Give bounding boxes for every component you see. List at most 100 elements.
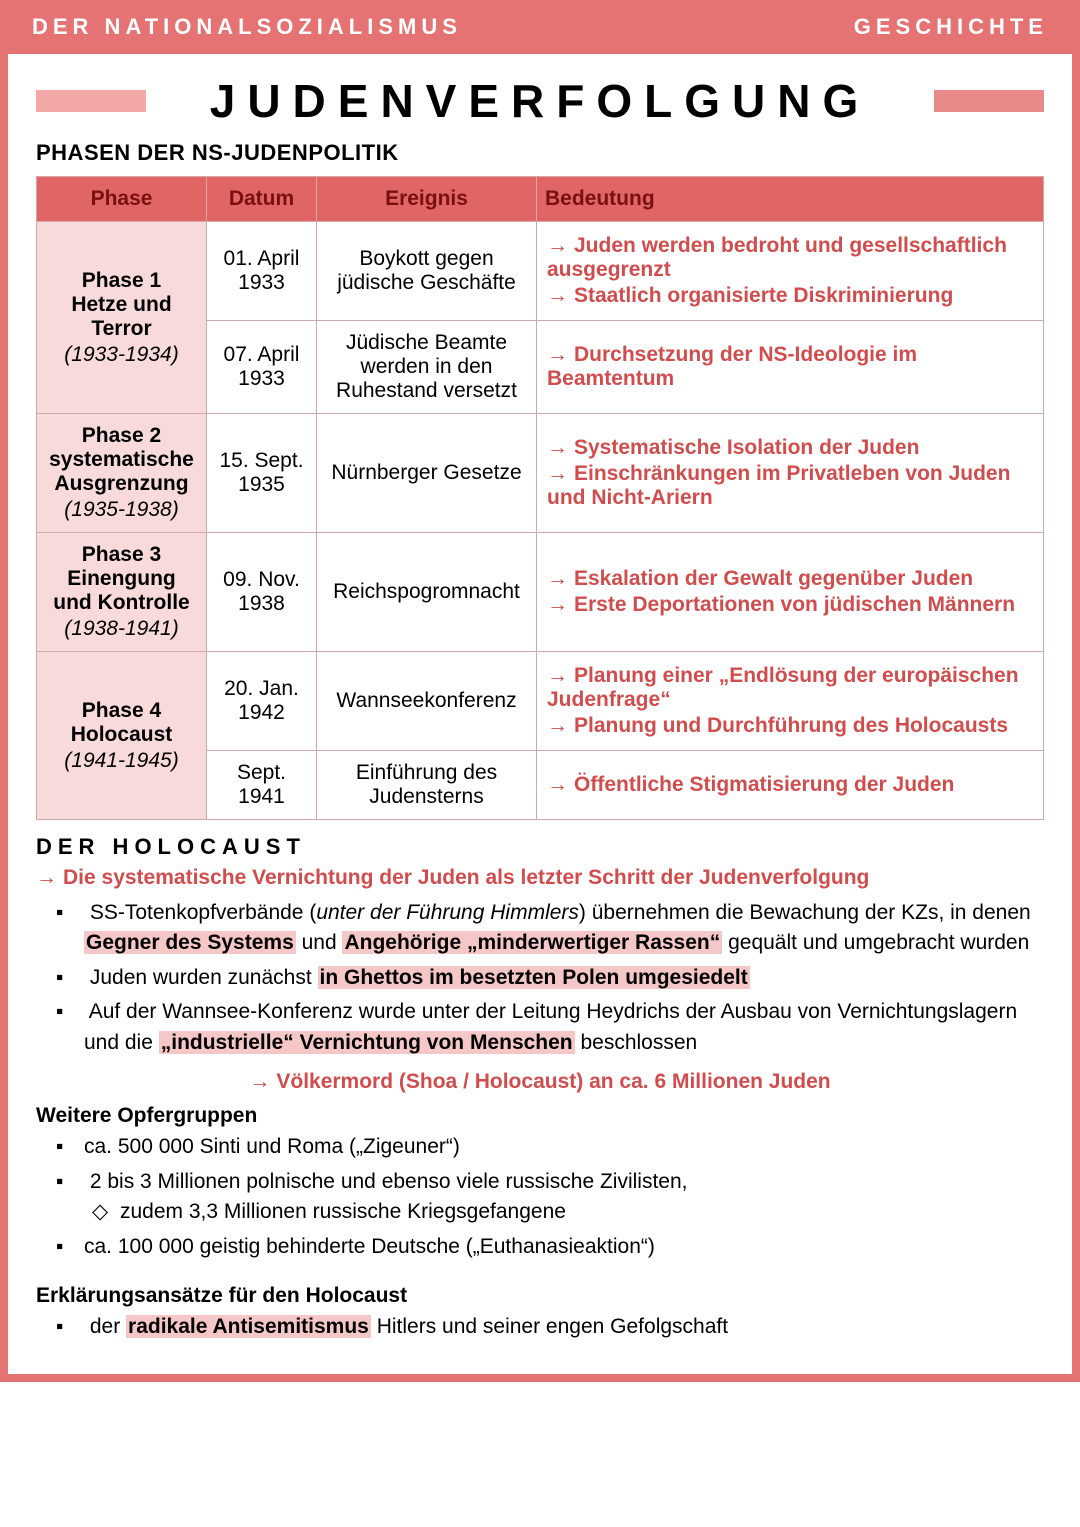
event-cell: Nürnberger Gesetze	[317, 414, 537, 533]
th-phase: Phase	[37, 177, 207, 222]
arrow-icon: →	[547, 714, 568, 737]
th-meaning: Bedeutung	[537, 177, 1044, 222]
victims-sublist: zudem 3,3 Millionen russische Kriegsgefa…	[84, 1197, 1044, 1227]
meaning-cell: →Systematische Isolation der Juden →Eins…	[537, 414, 1044, 533]
date-cell: 09. Nov. 1938	[207, 533, 317, 652]
date-cell: Sept. 1941	[207, 751, 317, 820]
explain-pre: der	[90, 1315, 126, 1338]
arrow-icon: →	[547, 593, 568, 616]
holocaust-lead-text: Die systematische Vernichtung der Juden …	[63, 866, 869, 889]
meaning-cell: → Eskalation der Gewalt gegenüber Juden →…	[537, 533, 1044, 652]
list-item: SS-Totenkopfverbände (unter der Führung …	[84, 898, 1044, 959]
title-bar-right	[934, 90, 1044, 112]
title-row: JUDENVERFOLGUNG	[36, 74, 1044, 128]
phases-table: Phase Datum Ereignis Bedeutung Phase 1 H…	[36, 176, 1044, 820]
meaning-cell: →Juden werden bedroht und gesellschaftli…	[537, 222, 1044, 321]
page-title: JUDENVERFOLGUNG	[160, 74, 920, 128]
arrow-icon: →	[547, 773, 568, 796]
top-bar: DER NATIONALSOZIALISMUS GESCHICHTE	[8, 0, 1072, 54]
bullet-highlight: Angehörige „minderwertiger Rassen“	[342, 931, 722, 954]
victim-text: 2 bis 3 Millionen polnische und ebenso v…	[90, 1170, 688, 1193]
arrow-icon: →	[249, 1070, 270, 1093]
list-item: zudem 3,3 Millionen russische Kriegsgefa…	[120, 1197, 1044, 1227]
phase-name: Phase 1	[47, 269, 196, 293]
arrow-icon: →	[547, 567, 568, 590]
list-item: 2 bis 3 Millionen polnische und ebenso v…	[84, 1167, 1044, 1228]
explain-post: Hitlers und seiner engen Gefolgschaft	[371, 1315, 728, 1338]
bullet-highlight: „industrielle“ Vernichtung von Menschen	[159, 1031, 575, 1054]
list-item: Auf der Wannsee-Konferenz wurde unter de…	[84, 997, 1044, 1058]
meaning-cell: → Öffentliche Stigmatisierung der Juden	[537, 751, 1044, 820]
holocaust-heading: DER HOLOCAUST	[36, 834, 1044, 860]
date-cell: 01. April 1933	[207, 222, 317, 321]
arrow-icon: →	[547, 343, 568, 366]
holocaust-center-text: Völkermord (Shoa / Holocaust) an ca. 6 M…	[276, 1070, 830, 1093]
list-item: Juden wurden zunächst in Ghettos im bese…	[84, 963, 1044, 993]
meaning-cell: →Planung einer „Endlösung der europäisch…	[537, 652, 1044, 751]
explain-heading: Erklärungsansätze für den Holocaust	[36, 1284, 1044, 1308]
meaning-text: Eskalation der Gewalt gegenüber Juden	[574, 567, 973, 590]
arrow-icon: →	[547, 234, 568, 257]
holocaust-bullets: SS-Totenkopfverbände (unter der Führung …	[36, 898, 1044, 1058]
phase-range: (1941-1945)	[47, 749, 196, 773]
meaning-text: Einschränkungen im Privatleben von Juden…	[547, 462, 1010, 509]
table-header-row: Phase Datum Ereignis Bedeutung	[37, 177, 1044, 222]
topbar-right: GESCHICHTE	[854, 14, 1048, 40]
topbar-left: DER NATIONALSOZIALISMUS	[32, 14, 462, 40]
event-cell: Einführung des Judensterns	[317, 751, 537, 820]
bullet-text: Juden wurden zunächst	[90, 966, 318, 989]
bullet-text: und	[296, 931, 343, 954]
arrow-icon: →	[547, 284, 568, 307]
phase-name: Phase 4	[47, 699, 196, 723]
date-cell: 20. Jan. 1942	[207, 652, 317, 751]
phase-cell: Phase 3 Einengung und Kontrolle (1938-19…	[37, 533, 207, 652]
phase-cell: Phase 1 Hetze und Terror (1933-1934)	[37, 222, 207, 414]
date-cell: 07. April 1933	[207, 321, 317, 414]
explain-highlight: radikale Antisemitismus	[126, 1315, 371, 1338]
title-bar-left	[36, 90, 146, 112]
meaning-text: Öffentliche Stigmatisierung der Juden	[574, 773, 954, 796]
event-cell: Reichspogromnacht	[317, 533, 537, 652]
meaning-text: Planung einer „Endlösung der europäische…	[547, 664, 1019, 711]
table-row: Phase 2 systematische Ausgrenzung (1935-…	[37, 414, 1044, 533]
th-event: Ereignis	[317, 177, 537, 222]
phase-name: Phase 3	[47, 543, 196, 567]
phase-desc: Holocaust	[47, 723, 196, 747]
victims-heading: Weitere Opfergruppen	[36, 1104, 1044, 1128]
page-frame: DER NATIONALSOZIALISMUS GESCHICHTE JUDEN…	[0, 0, 1080, 1382]
phase-range: (1935-1938)	[47, 498, 196, 522]
table-row: Phase 3 Einengung und Kontrolle (1938-19…	[37, 533, 1044, 652]
arrow-icon: →	[36, 866, 57, 889]
arrow-icon: →	[547, 664, 568, 687]
th-date: Datum	[207, 177, 317, 222]
bullet-text: ) übernehmen die Bewachung der KZs, in d…	[579, 901, 1031, 924]
bullet-text: beschlossen	[575, 1031, 698, 1054]
meaning-text: Planung und Durchführung des Holocausts	[574, 714, 1008, 737]
holocaust-center: → Völkermord (Shoa / Holocaust) an ca. 6 …	[36, 1070, 1044, 1094]
content: JUDENVERFOLGUNG PHASEN DER NS-JUDENPOLIT…	[8, 54, 1072, 1374]
phase-range: (1938-1941)	[47, 617, 196, 641]
phase-desc: Einengung und Kontrolle	[47, 567, 196, 615]
explain-list: der radikale Antisemitismus Hitlers und …	[36, 1312, 1044, 1342]
bullet-text: SS-Totenkopfverbände (	[90, 901, 316, 924]
meaning-text: Erste Deportationen von jüdischen Männer…	[574, 593, 1015, 616]
event-cell: Wannseekonferenz	[317, 652, 537, 751]
phase-cell: Phase 2 systematische Ausgrenzung (1935-…	[37, 414, 207, 533]
bullet-ital: unter der Führung Himmlers	[316, 901, 579, 924]
table-subheader: PHASEN DER NS-JUDENPOLITIK	[36, 140, 1044, 166]
bullet-text: gequält und umgebracht wurden	[722, 931, 1029, 954]
phase-cell: Phase 4 Holocaust (1941-1945)	[37, 652, 207, 820]
bullet-highlight: Gegner des Systems	[84, 931, 296, 954]
phase-name: Phase 2	[47, 424, 196, 448]
victims-list: ca. 500 000 Sinti und Roma („Zigeuner“) …	[36, 1132, 1044, 1262]
meaning-cell: →Durchsetzung der NS-Ideologie im Beamte…	[537, 321, 1044, 414]
meaning-text: Staatlich organisierte Diskriminierung	[574, 284, 953, 307]
meaning-text: Systematische Isolation der Juden	[574, 436, 919, 459]
arrow-icon: →	[547, 462, 568, 485]
phase-desc: systematische Ausgrenzung	[47, 448, 196, 496]
phase-desc: Hetze und Terror	[47, 293, 196, 341]
table-row: Phase 4 Holocaust (1941-1945) 20. Jan. 1…	[37, 652, 1044, 751]
event-cell: Boykott gegen jüdische Geschäfte	[317, 222, 537, 321]
list-item: der radikale Antisemitismus Hitlers und …	[84, 1312, 1044, 1342]
phase-range: (1933-1934)	[47, 343, 196, 367]
